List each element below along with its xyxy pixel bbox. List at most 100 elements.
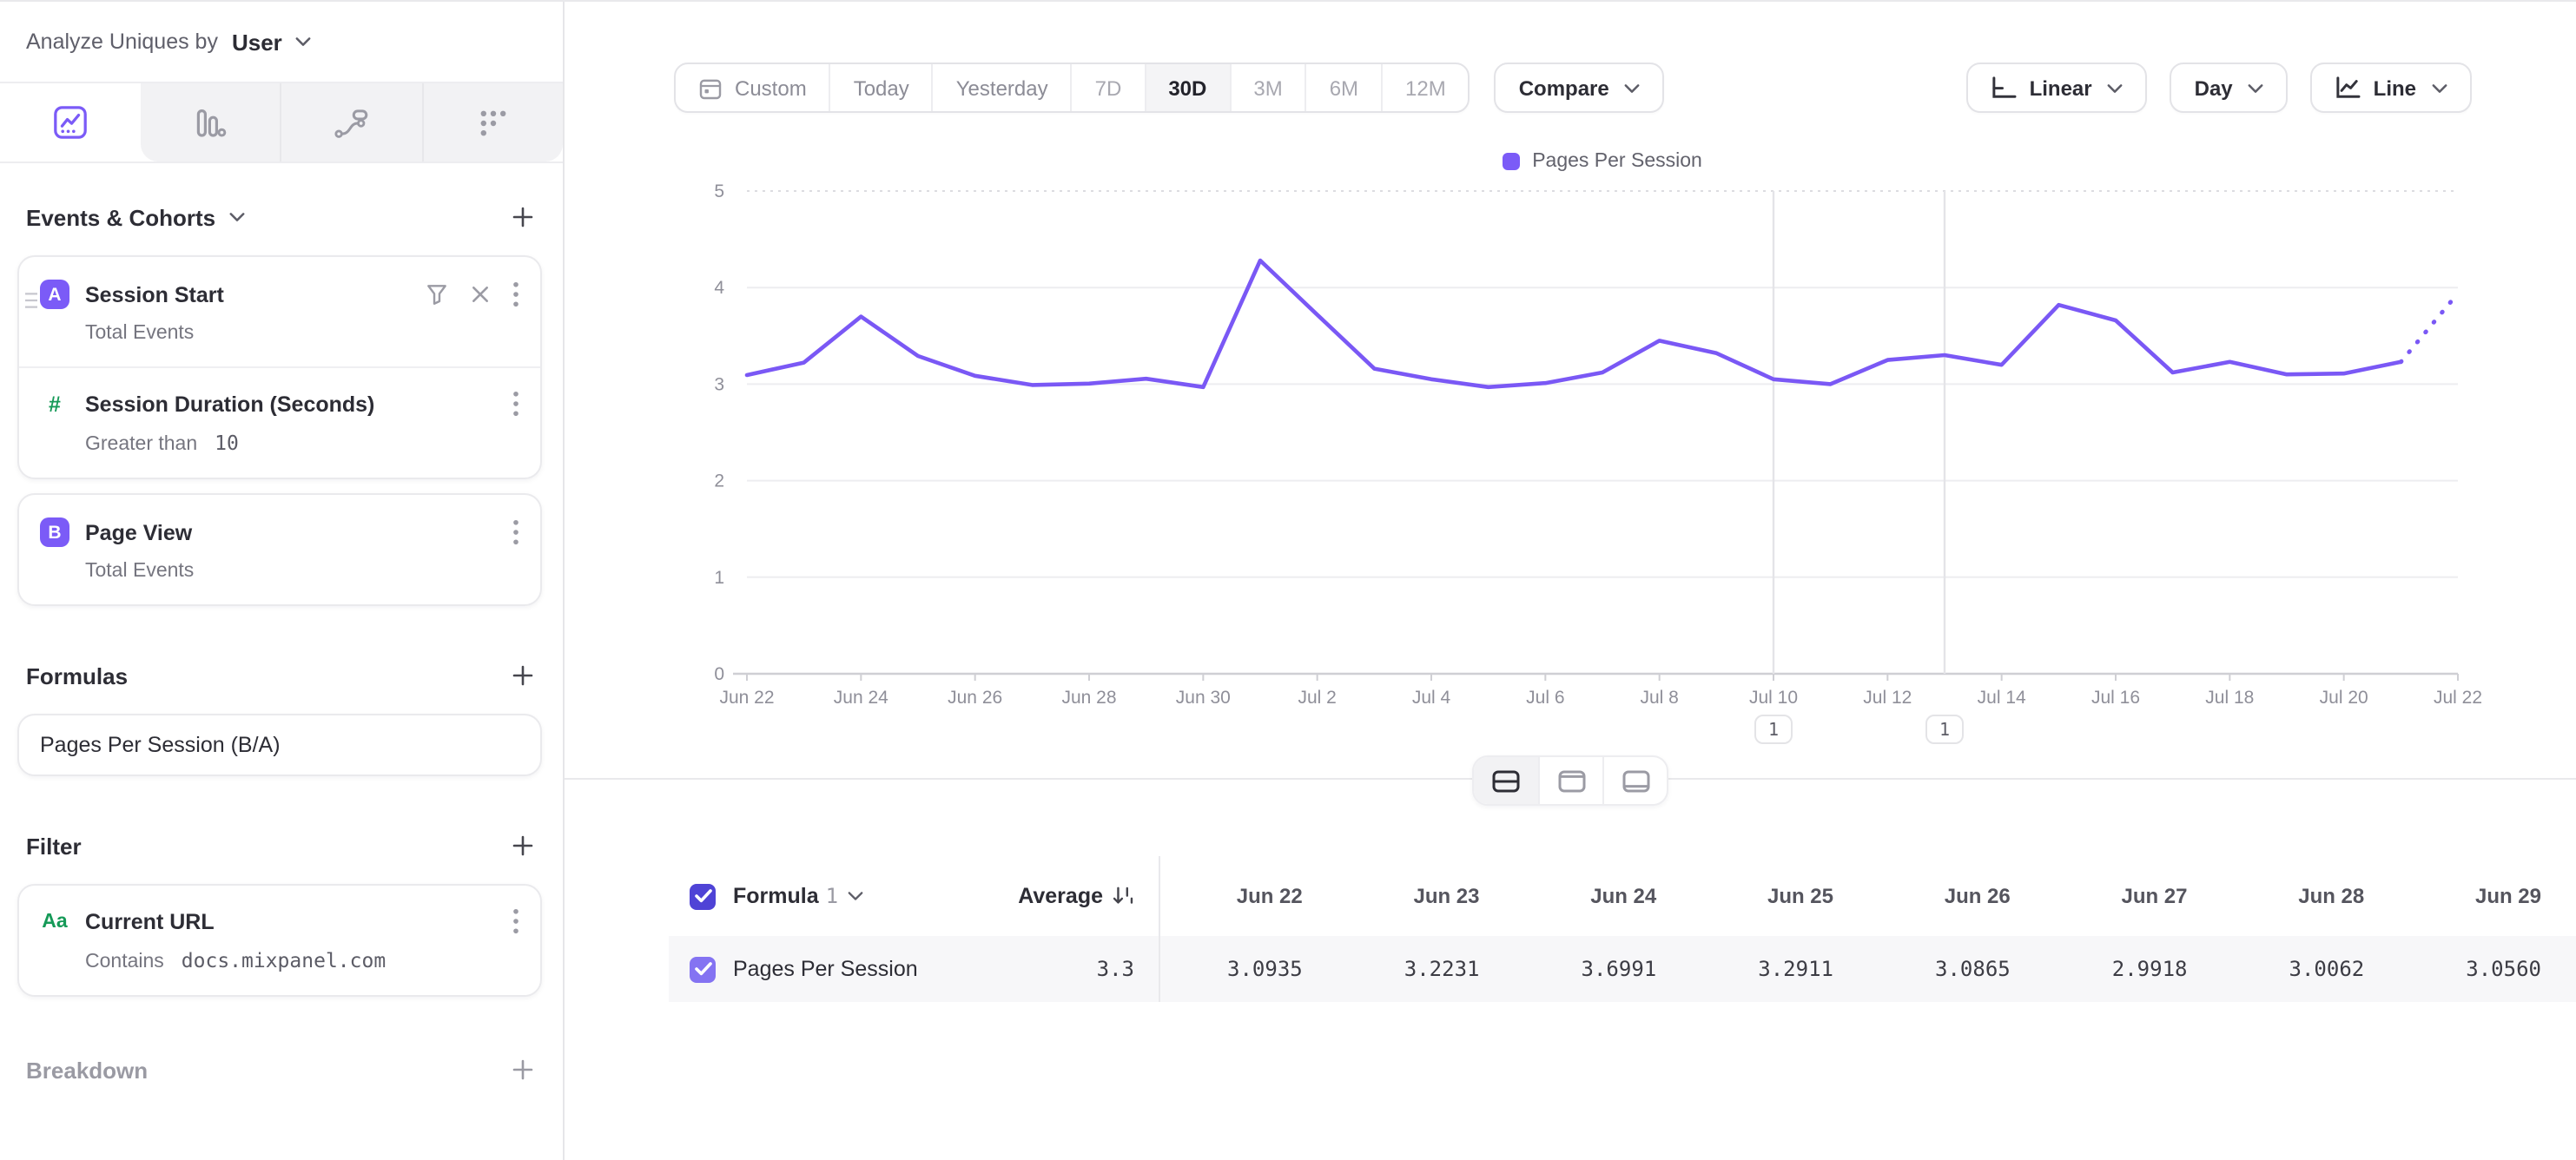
breakdown-heading: Breakdown [26, 1057, 149, 1083]
range-12m[interactable]: 12M [1381, 64, 1469, 111]
toggle-table-only-view[interactable] [1602, 757, 1667, 804]
chevron-down-icon [2108, 82, 2124, 93]
chart-legend: Pages Per Session [747, 151, 2458, 172]
events-heading-label: Events & Cohorts [26, 204, 216, 230]
table-only-view-icon [1622, 769, 1649, 792]
range-yesterday[interactable]: Yesterday [931, 64, 1071, 111]
inline-filter-block[interactable]: # Session Duration (Seconds) Greater tha… [19, 366, 540, 478]
view-toggle-group [1472, 755, 1668, 806]
event-card-page-view[interactable]: B Page View Total Events [17, 493, 542, 606]
add-formula-button[interactable] [512, 665, 533, 686]
add-filter-button[interactable] [512, 835, 533, 856]
cell-value: 3.0062 [2289, 957, 2365, 981]
date-column-header[interactable]: Jun 28 [2298, 884, 2365, 908]
range-label: 12M [1405, 76, 1446, 100]
x-axis-label: Jun 22 [719, 688, 774, 708]
compare-button[interactable]: Compare [1494, 63, 1665, 113]
chevron-down-icon[interactable] [296, 36, 312, 47]
add-breakdown-button[interactable] [512, 1059, 533, 1080]
report-type-tabs [0, 83, 563, 163]
x-axis-label: Jul 16 [2091, 688, 2140, 708]
date-column-header[interactable]: Jun 29 [2474, 884, 2541, 908]
x-axis-label: Jul 12 [1863, 688, 1912, 708]
remove-event-icon[interactable] [471, 285, 490, 304]
range-30d[interactable]: 30D [1144, 64, 1230, 111]
line-chart[interactable]: 0 1 2 3 4 5 1 1 Jun 22 Jun 24 Jun 26 Jun 28 Jun 30 Ju… [565, 175, 2576, 780]
date-column-header[interactable]: Jun 22 [1236, 884, 1303, 908]
range-custom[interactable]: Custom [676, 64, 829, 111]
chevron-down-icon [2432, 82, 2447, 93]
range-label: Custom [735, 76, 807, 100]
chart-type-button[interactable]: Line [2310, 63, 2472, 113]
group-header[interactable]: Formula 1 [733, 884, 862, 908]
x-axis-label: Jun 28 [1061, 688, 1116, 708]
kebab-menu-icon[interactable] [512, 519, 519, 545]
y-axis-scale-button[interactable]: Linear [1966, 63, 2148, 113]
row-series-name[interactable]: Pages Per Session [733, 957, 918, 981]
filter-card-current-url[interactable]: Aa Current URL Contains docs.mixpanel.co… [17, 884, 542, 997]
range-6m[interactable]: 6M [1305, 64, 1381, 111]
date-column-header[interactable]: Jun 26 [1944, 884, 2011, 908]
tab-funnels[interactable] [141, 83, 281, 161]
date-column-header[interactable]: Jun 25 [1767, 884, 1833, 908]
table-header-row: Formula 1 Average Jun 22 Jun 23 Jun 24 Jun … [669, 856, 2576, 936]
event-name[interactable]: Page View [85, 520, 193, 544]
scale-label: Linear [2029, 76, 2092, 100]
range-7d[interactable]: 7D [1070, 64, 1145, 111]
filter-property-name[interactable]: Current URL [85, 909, 215, 933]
event-aggregation[interactable]: Total Events [85, 561, 195, 582]
series-line[interactable] [744, 258, 2403, 390]
average-column-header[interactable]: Average [938, 856, 1134, 936]
filter-funnel-icon[interactable] [426, 283, 448, 306]
range-today[interactable]: Today [829, 64, 932, 111]
compare-label: Compare [1518, 76, 1609, 100]
add-event-button[interactable] [512, 207, 533, 227]
drag-handle-icon[interactable] [24, 287, 38, 318]
toggle-chart-only-view[interactable] [1538, 757, 1602, 804]
report-main-area: Custom Today Yesterday 7D 30D 3M 6M 12M Compare… [565, 2, 2576, 1160]
query-builder-sidebar: Analyze Uniques by User [0, 2, 565, 1160]
y-axis-label: 5 [714, 181, 724, 201]
kebab-menu-icon[interactable] [512, 908, 519, 934]
x-axis-label: Jul 18 [2205, 688, 2254, 708]
linear-axis-icon [1991, 76, 2018, 99]
tab-retention[interactable] [421, 83, 563, 161]
series-line-incomplete [2398, 291, 2460, 365]
kebab-menu-icon[interactable] [512, 281, 519, 307]
x-axis-label: Jun 24 [834, 688, 888, 708]
toggle-split-view[interactable] [1474, 757, 1538, 804]
filter-property-name[interactable]: Session Duration (Seconds) [85, 392, 375, 416]
range-label: 7D [1094, 76, 1122, 100]
event-name[interactable]: Session Start [85, 282, 224, 306]
range-3m[interactable]: 3M [1229, 64, 1305, 111]
annotation-marker[interactable] [1754, 715, 1793, 744]
date-column-header[interactable]: Jun 23 [1413, 884, 1480, 908]
formula-card[interactable]: Pages Per Session (B/A) [17, 714, 542, 776]
events-heading[interactable]: Events & Cohorts [26, 204, 245, 230]
annotation-marker[interactable] [1925, 715, 1964, 744]
range-label: Yesterday [955, 76, 1048, 100]
cell-value: 3.6991 [1581, 957, 1657, 981]
filter-operator[interactable]: Contains [85, 952, 164, 972]
filter-heading: Filter [26, 833, 82, 859]
calendar-icon [698, 76, 723, 100]
tab-insights[interactable] [0, 83, 141, 161]
filter-value[interactable]: docs.mixpanel.com [181, 948, 386, 972]
event-block[interactable]: A Session Start Total Events [19, 257, 540, 366]
formula-name: Pages Per Session (B/A) [40, 733, 281, 757]
analyze-entity-select[interactable]: User [231, 29, 282, 55]
event-aggregation[interactable]: Total Events [85, 323, 195, 344]
kebab-menu-icon[interactable] [512, 391, 519, 417]
interval-button[interactable]: Day [2170, 63, 2289, 113]
tab-flows[interactable] [280, 83, 422, 161]
annotation-count: 1 [1939, 719, 1950, 740]
date-column-header[interactable]: Jun 27 [2121, 884, 2188, 908]
filter-section-header: Filter [0, 821, 563, 870]
row-checkbox[interactable] [690, 956, 716, 982]
select-all-checkbox[interactable] [690, 883, 716, 909]
average-label: Average [1018, 884, 1103, 908]
filter-value[interactable]: 10 [215, 431, 239, 455]
date-column-header[interactable]: Jun 24 [1590, 884, 1657, 908]
filter-operator[interactable]: Greater than [85, 434, 198, 455]
